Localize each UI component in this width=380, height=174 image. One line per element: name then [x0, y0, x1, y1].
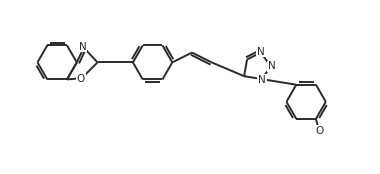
Text: O: O	[77, 74, 85, 84]
Text: N: N	[79, 42, 87, 52]
Text: N: N	[268, 61, 276, 71]
Text: N: N	[257, 47, 265, 57]
Text: N: N	[258, 75, 266, 85]
Text: O: O	[316, 126, 324, 136]
